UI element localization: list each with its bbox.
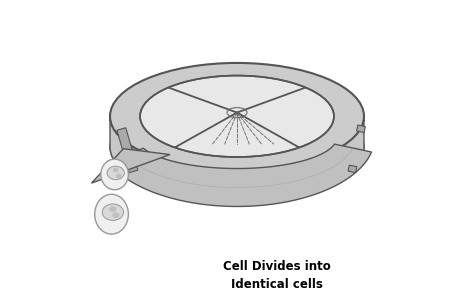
- Polygon shape: [348, 165, 357, 173]
- Polygon shape: [108, 144, 372, 207]
- Ellipse shape: [95, 194, 128, 234]
- Ellipse shape: [112, 212, 119, 218]
- Ellipse shape: [110, 63, 364, 170]
- Ellipse shape: [113, 167, 118, 172]
- Ellipse shape: [109, 206, 117, 212]
- Polygon shape: [91, 149, 170, 183]
- Polygon shape: [132, 116, 342, 191]
- Ellipse shape: [116, 174, 122, 178]
- Ellipse shape: [140, 76, 334, 157]
- Ellipse shape: [140, 76, 334, 157]
- Text: Cell Divides into: Cell Divides into: [223, 260, 331, 273]
- Ellipse shape: [107, 166, 124, 180]
- Text: Identical cells: Identical cells: [231, 278, 323, 291]
- Ellipse shape: [102, 204, 124, 220]
- Polygon shape: [110, 116, 364, 200]
- Ellipse shape: [101, 159, 128, 190]
- Ellipse shape: [110, 94, 364, 200]
- Polygon shape: [356, 125, 365, 132]
- Polygon shape: [117, 128, 138, 173]
